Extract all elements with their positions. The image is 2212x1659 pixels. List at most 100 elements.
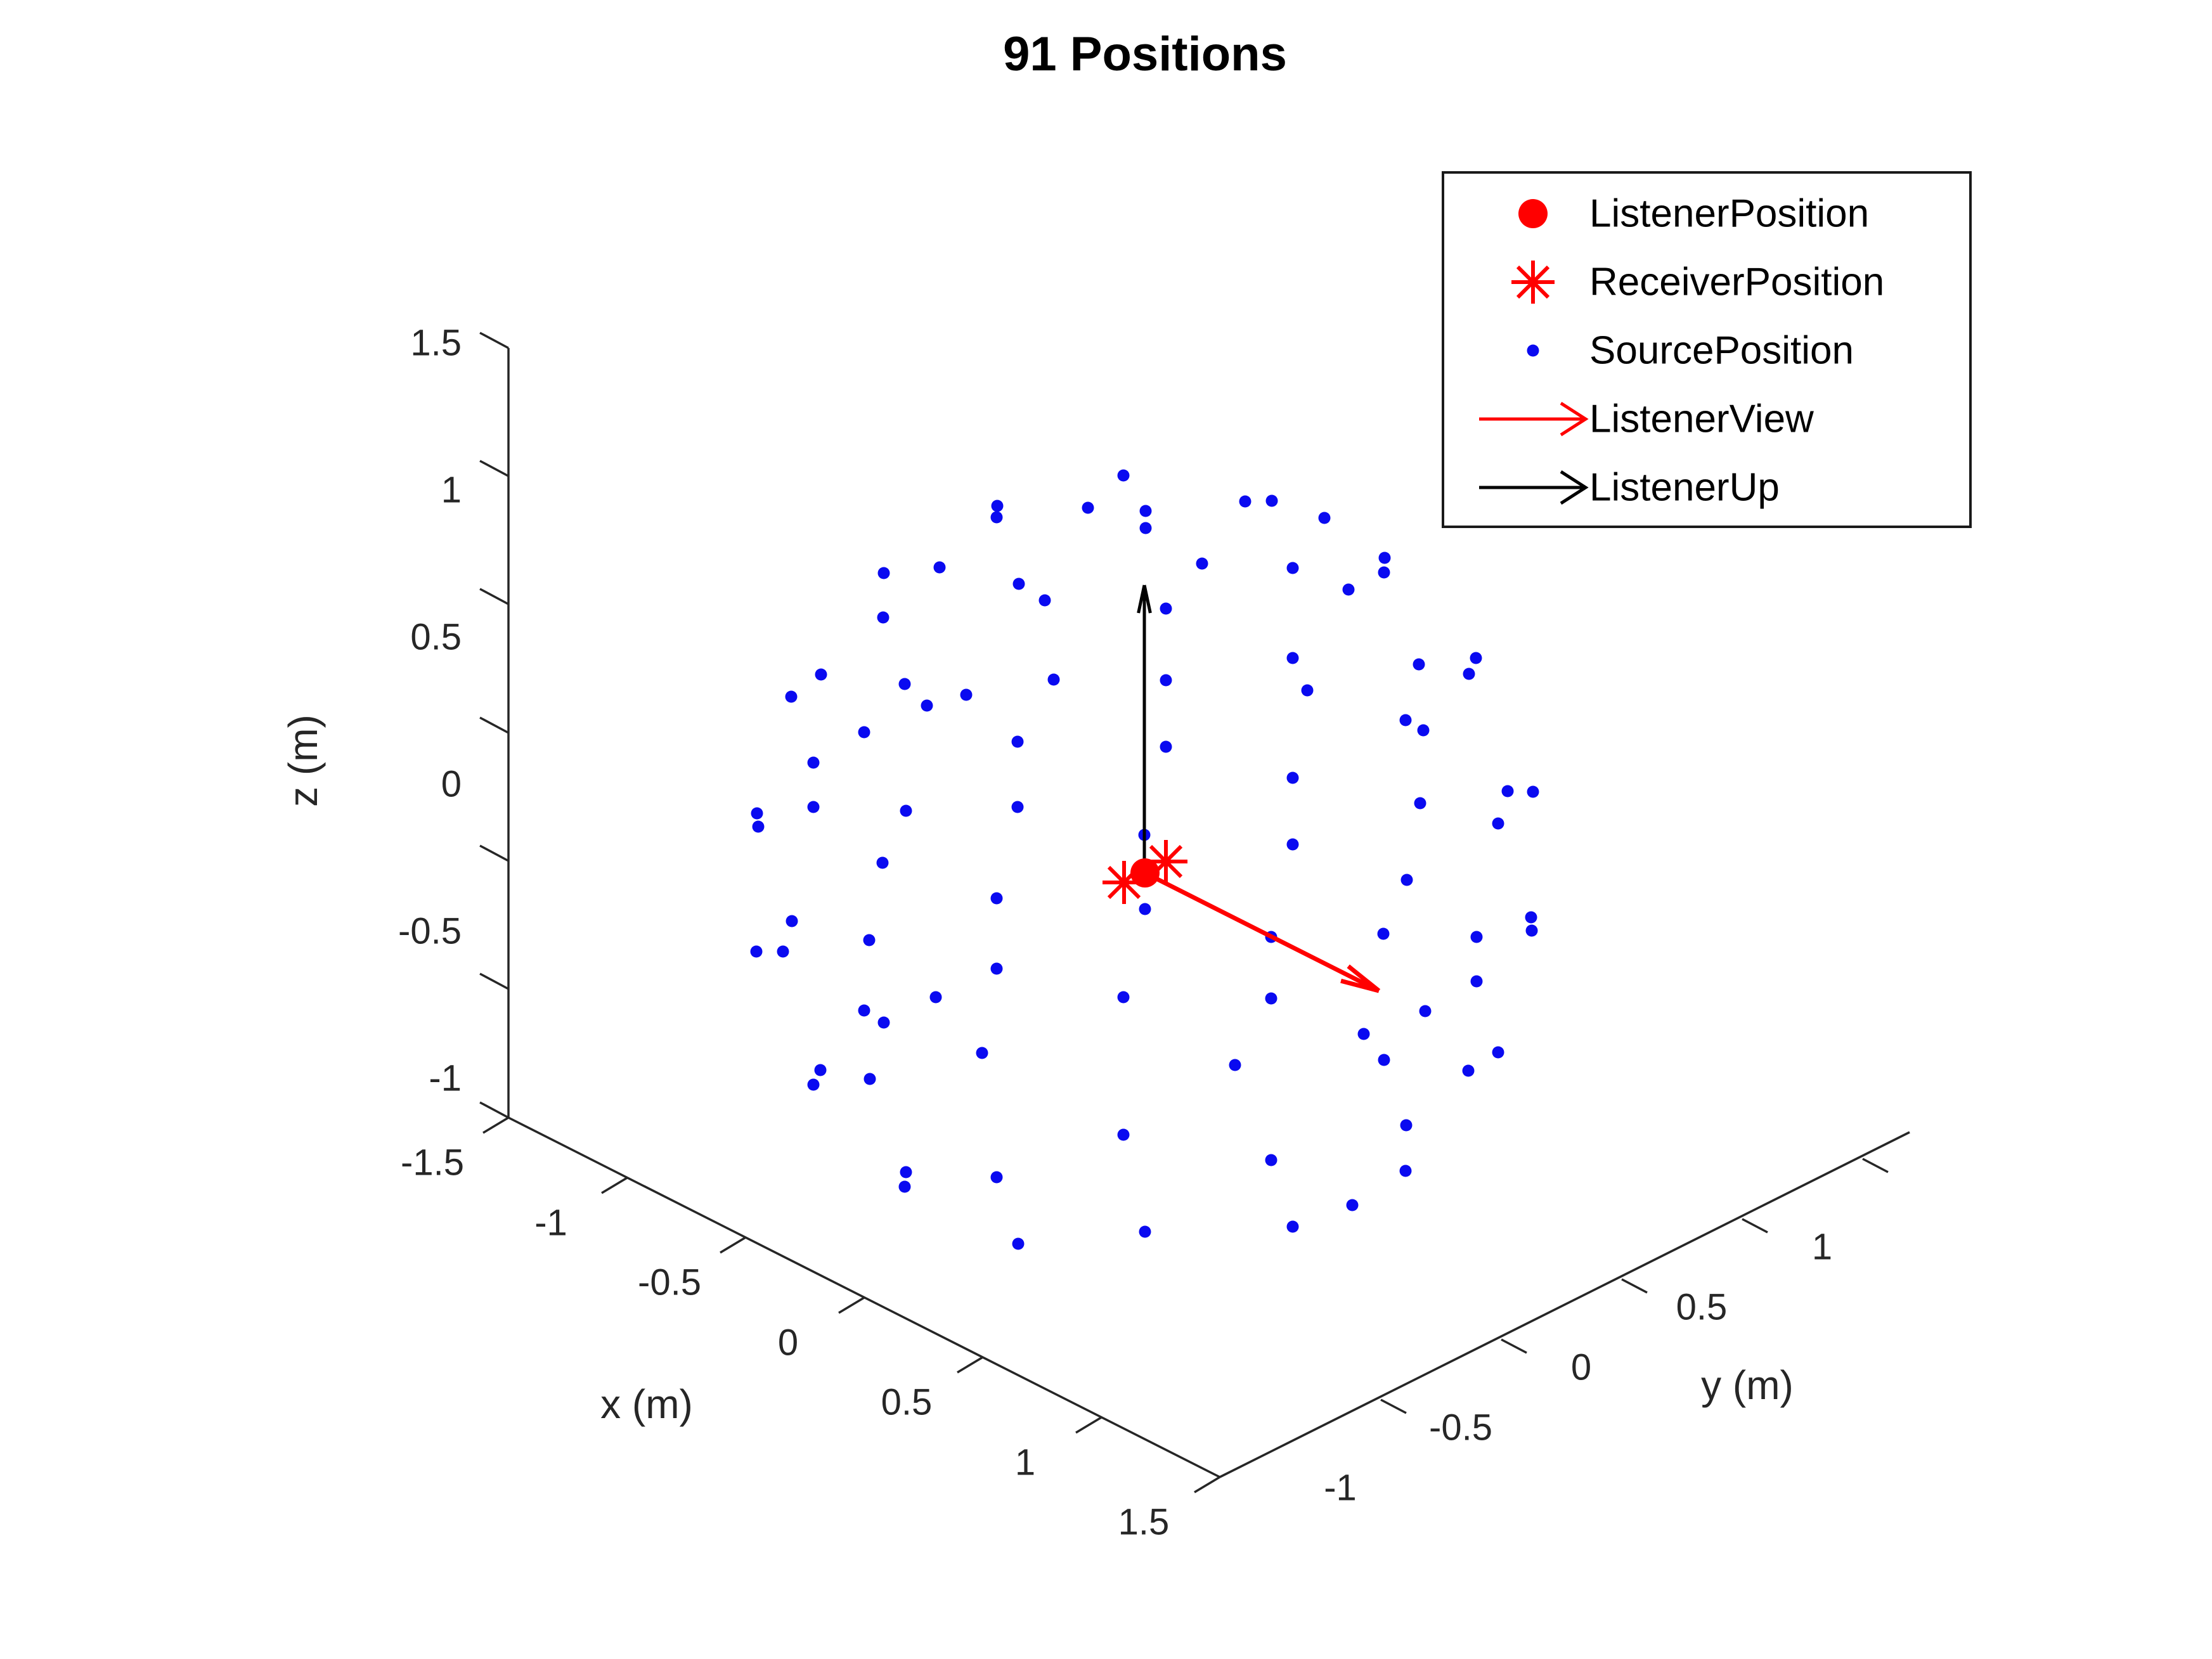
source-position-marker xyxy=(900,1166,912,1178)
source-position-marker xyxy=(976,1047,988,1059)
source-position-marker xyxy=(921,699,933,712)
x-axis-tick xyxy=(720,1236,746,1254)
source-position-marker xyxy=(1462,1064,1475,1077)
source-position-marker xyxy=(1525,911,1537,924)
source-position-marker xyxy=(1414,797,1426,810)
x-tick-label: -1.5 xyxy=(401,1142,464,1183)
source-position-marker xyxy=(1117,991,1130,1004)
legend-item-listener-up: ListenerUp xyxy=(1444,453,1969,522)
y-axis-tick xyxy=(1380,1398,1407,1414)
z-axis-tick xyxy=(479,460,509,477)
source-position-marker xyxy=(1400,1119,1413,1132)
source-position-marker xyxy=(1082,501,1094,514)
receiver-position-marker xyxy=(1149,844,1183,879)
source-position-marker xyxy=(1012,578,1025,590)
legend-label: ListenerView xyxy=(1589,397,1814,441)
x-tick-label: 1 xyxy=(1015,1442,1035,1483)
source-position-marker xyxy=(1399,1165,1412,1177)
source-position-marker xyxy=(1501,785,1514,797)
source-position-marker xyxy=(751,807,763,820)
source-position-marker xyxy=(1527,785,1539,798)
source-position-marker xyxy=(1378,552,1391,564)
source-position-marker xyxy=(1012,1237,1025,1250)
y-axis-tick xyxy=(1742,1218,1768,1234)
x-tick-label: -0.5 xyxy=(638,1262,701,1303)
source-position-marker xyxy=(877,611,889,624)
red-dot-icon xyxy=(1518,199,1548,228)
source-position-marker xyxy=(1160,740,1172,753)
source-position-marker xyxy=(898,678,911,690)
z-axis-tick xyxy=(479,844,509,862)
receiver-position-marker xyxy=(1107,865,1141,900)
source-position-marker xyxy=(1265,992,1277,1005)
legend-item-listener-view: ListenerView xyxy=(1444,385,1969,453)
y-tick-label: 1 xyxy=(1812,1226,1832,1267)
y-axis-line xyxy=(1219,1131,1910,1478)
z-axis-tick xyxy=(479,716,509,734)
blue-dot-icon xyxy=(1527,344,1539,357)
x-axis-tick xyxy=(482,1116,509,1134)
source-position-marker xyxy=(1160,674,1172,687)
source-position-marker xyxy=(900,804,912,817)
source-position-marker xyxy=(786,915,798,927)
source-position-marker xyxy=(1470,652,1482,664)
y-axis-tick xyxy=(1862,1158,1889,1173)
source-position-marker xyxy=(807,1078,820,1091)
source-position-marker xyxy=(1047,673,1060,686)
listener-up-arrowhead xyxy=(1142,584,1152,614)
source-position-marker xyxy=(1229,1059,1241,1071)
x-axis-tick xyxy=(1194,1476,1220,1494)
source-position-marker xyxy=(1139,505,1152,517)
source-position-marker xyxy=(1378,566,1390,579)
source-position-marker xyxy=(990,511,1003,524)
y-axis-tick xyxy=(1501,1338,1527,1354)
legend-item-source-position: SourcePosition xyxy=(1444,316,1969,385)
source-position-marker xyxy=(991,500,1004,512)
z-axis-tick xyxy=(479,332,509,349)
x-tick-label: 1.5 xyxy=(1118,1501,1170,1542)
listener-view-arrowhead xyxy=(1347,964,1381,993)
source-position-marker xyxy=(1196,557,1208,570)
x-tick-label: 0.5 xyxy=(881,1381,933,1423)
x-axis-tick xyxy=(838,1296,865,1314)
source-position-marker xyxy=(1419,1005,1432,1017)
source-position-marker xyxy=(1346,1199,1359,1211)
z-axis-label: z (m) xyxy=(280,714,326,807)
z-tick-label: -0.5 xyxy=(398,910,462,952)
z-axis-tick xyxy=(479,588,509,605)
source-position-marker xyxy=(750,945,763,958)
y-axis-tick xyxy=(1621,1278,1648,1294)
listener-position-marker xyxy=(1130,858,1160,888)
x-axis-tick xyxy=(957,1356,983,1374)
source-position-marker xyxy=(1417,724,1430,737)
y-tick-label: -1 xyxy=(1324,1467,1357,1508)
source-position-marker xyxy=(1492,817,1504,830)
source-position-marker xyxy=(1357,1028,1370,1040)
source-position-marker xyxy=(933,561,946,574)
source-position-marker xyxy=(877,1016,890,1029)
source-position-marker xyxy=(1139,903,1151,915)
source-position-marker xyxy=(1139,522,1152,534)
source-position-marker xyxy=(858,726,870,739)
source-position-marker xyxy=(1301,684,1314,697)
legend-label: ListenerUp xyxy=(1589,465,1780,510)
source-position-marker xyxy=(1265,494,1278,507)
source-position-marker xyxy=(1318,512,1331,524)
source-position-marker xyxy=(1399,714,1412,726)
source-position-marker xyxy=(1525,924,1538,937)
x-axis-line xyxy=(508,1116,1220,1478)
source-position-marker xyxy=(1286,652,1299,664)
listener-view-arrowhead xyxy=(1340,978,1380,993)
z-tick-label: 0 xyxy=(441,763,462,804)
source-position-marker xyxy=(876,856,889,869)
source-position-marker xyxy=(1492,1046,1504,1059)
source-position-marker xyxy=(1286,771,1299,784)
source-position-marker xyxy=(990,892,1003,905)
source-position-marker xyxy=(1470,931,1483,943)
legend-item-receiver-position: ReceiverPosition xyxy=(1444,248,1969,316)
legend-item-listener-position: ListenerPosition xyxy=(1444,179,1969,248)
source-position-marker xyxy=(785,690,798,703)
x-axis-label: x (m) xyxy=(600,1381,693,1427)
source-position-marker xyxy=(1286,1220,1299,1233)
